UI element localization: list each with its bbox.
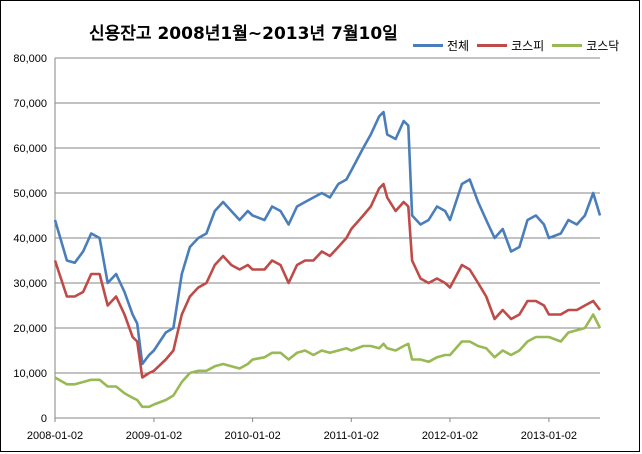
x-tick-label: 2011-01-02 bbox=[324, 430, 379, 442]
x-tick-label: 2008-01-02 bbox=[27, 430, 83, 442]
y-tick-label: 0 bbox=[41, 413, 47, 425]
legend-item-1: 전체 bbox=[413, 37, 469, 54]
x-tick-label: 2012-01-02 bbox=[422, 430, 478, 442]
y-tick-label: 50,000 bbox=[13, 188, 47, 200]
legend-label: 코스피 bbox=[511, 39, 545, 53]
series-line-2 bbox=[53, 182, 602, 379]
y-tick-label: 30,000 bbox=[13, 278, 47, 290]
y-tick-label: 20,000 bbox=[13, 323, 47, 335]
legend-label: 코스닥 bbox=[586, 39, 620, 53]
legend: 전체 코스피 코스닥 bbox=[413, 37, 619, 54]
series-line-3 bbox=[54, 313, 602, 409]
y-tick-label: 60,000 bbox=[13, 143, 47, 155]
legend-label: 전체 bbox=[447, 39, 470, 53]
y-tick-label: 10,000 bbox=[13, 368, 47, 380]
y-tick-label: 40,000 bbox=[13, 233, 47, 245]
legend-item-2: 코스피 bbox=[477, 37, 544, 54]
legend-item-3: 코스닥 bbox=[552, 37, 619, 54]
chart-title: 신용잔고 2008년1월~2013년 7월10일 bbox=[89, 24, 398, 44]
legend-swatch bbox=[413, 44, 443, 47]
y-tick-label: 70,000 bbox=[13, 98, 47, 110]
x-tick-label: 2010-01-02 bbox=[224, 430, 280, 442]
legend-swatch bbox=[552, 44, 583, 47]
y-tick-label: 80,000 bbox=[13, 53, 47, 65]
legend-swatch bbox=[477, 44, 508, 47]
series-line-1 bbox=[53, 110, 602, 366]
x-tick-label: 2013-01-02 bbox=[521, 430, 577, 442]
x-tick-label: 2009-01-02 bbox=[126, 430, 182, 442]
